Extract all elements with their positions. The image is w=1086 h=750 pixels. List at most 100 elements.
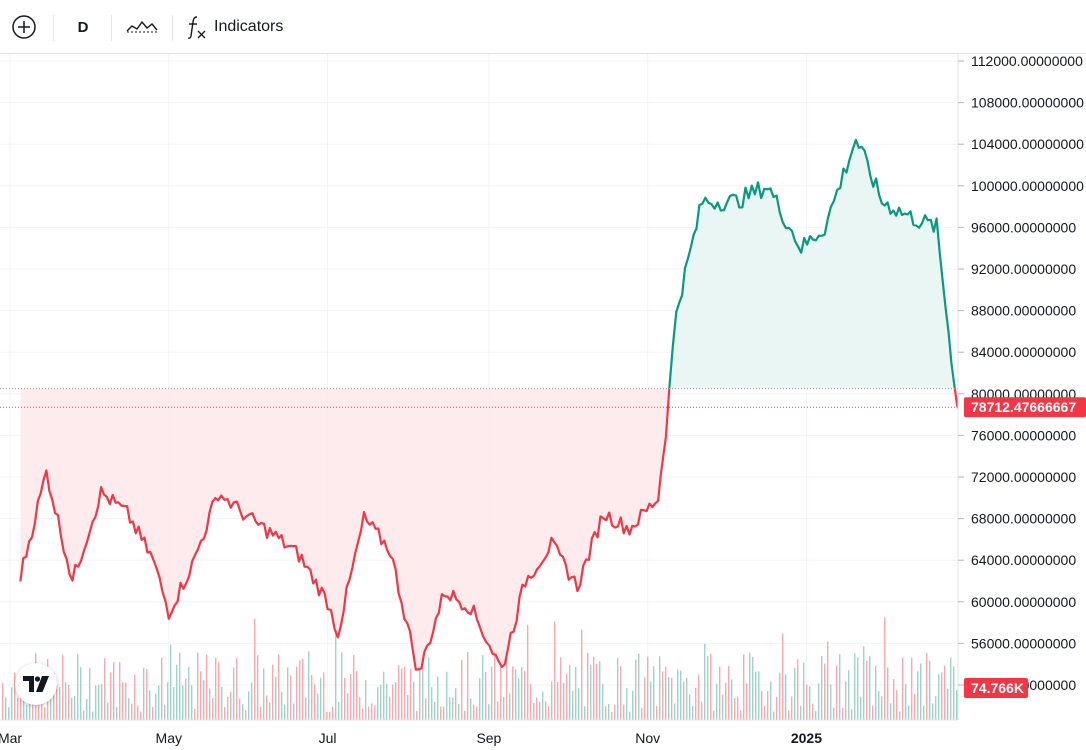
price-tick-label: 112000.00000000 bbox=[971, 54, 1083, 69]
price-chart[interactable]: 112000.00000000 108000.00000000 104000.000… bbox=[0, 54, 1086, 750]
volume-bar bbox=[896, 690, 898, 720]
volume-bar bbox=[239, 698, 241, 720]
time-tick-label: Nov bbox=[635, 730, 660, 746]
volume-bar bbox=[950, 657, 952, 720]
price-tick-label: 64000.00000000 bbox=[971, 552, 1076, 568]
volume-bar bbox=[785, 674, 787, 720]
volume-bar bbox=[689, 694, 691, 720]
volume-bar bbox=[530, 683, 532, 720]
volume-bar bbox=[179, 652, 181, 720]
volume-bar bbox=[77, 653, 79, 720]
volume-bar bbox=[638, 653, 640, 720]
price-scale[interactable]: 112000.00000000 108000.00000000 104000.000… bbox=[957, 54, 1086, 720]
volume-bar bbox=[863, 646, 865, 720]
volume-bar bbox=[437, 676, 439, 720]
area-above-baseline bbox=[669, 139, 955, 389]
volume-bar bbox=[578, 688, 580, 720]
time-scale[interactable]: Mar May Jul Sep Nov 2025 bbox=[0, 719, 958, 750]
volume-bar bbox=[605, 706, 607, 720]
volume-bar bbox=[491, 666, 493, 720]
volume-bar bbox=[743, 654, 745, 720]
volume-bar bbox=[719, 666, 721, 720]
volume-bar bbox=[371, 703, 373, 720]
volume-bar bbox=[746, 683, 748, 720]
plus-circle-icon bbox=[12, 15, 36, 39]
volume-bar bbox=[266, 695, 268, 720]
volume-bar bbox=[755, 671, 757, 720]
price-line-down bbox=[19, 388, 671, 671]
volume-bar bbox=[425, 698, 427, 720]
volume-bar bbox=[587, 652, 589, 720]
volume-bar bbox=[494, 653, 496, 720]
volume-bar bbox=[323, 672, 325, 720]
volume-bar bbox=[416, 710, 418, 720]
volume-bar bbox=[167, 682, 169, 720]
volume-bar bbox=[368, 706, 370, 720]
volume-bar bbox=[182, 685, 184, 720]
volume-bar bbox=[761, 691, 763, 720]
volume-bar bbox=[758, 671, 760, 720]
volume-bar bbox=[392, 684, 394, 720]
volume-bar bbox=[845, 681, 847, 720]
volume-bar bbox=[602, 683, 604, 720]
volume-bar bbox=[647, 656, 649, 720]
volume-bar bbox=[539, 701, 541, 720]
volume-bar bbox=[500, 664, 502, 720]
volume-bar bbox=[44, 707, 46, 720]
volume-bar bbox=[446, 671, 448, 720]
volume-bar bbox=[614, 704, 616, 720]
volume-value: 74.766K bbox=[971, 680, 1024, 696]
volume-bar bbox=[71, 697, 73, 720]
volume-bar bbox=[842, 707, 844, 720]
volume-bar bbox=[713, 711, 715, 720]
volume-bar bbox=[59, 687, 61, 720]
volume-bar bbox=[656, 706, 658, 720]
volume-bar bbox=[644, 677, 646, 720]
volume-bar bbox=[596, 664, 598, 720]
volume-bar bbox=[941, 672, 943, 720]
line-chart-style-icon bbox=[126, 20, 158, 33]
volume-bar bbox=[131, 703, 133, 720]
volume-bar bbox=[893, 679, 895, 720]
volume-bar bbox=[653, 666, 655, 720]
volume-bar bbox=[617, 657, 619, 720]
volume-bar bbox=[113, 662, 115, 720]
volume-bar bbox=[608, 703, 610, 720]
volume-bar bbox=[92, 711, 94, 720]
chart-style-button[interactable] bbox=[120, 9, 164, 45]
volume-bar bbox=[347, 693, 349, 720]
volume-bar bbox=[86, 699, 88, 720]
volume-bar bbox=[812, 703, 814, 720]
volume-bar bbox=[527, 624, 529, 720]
volume-bar bbox=[260, 706, 262, 720]
volume-bar bbox=[242, 704, 244, 720]
volume-bar bbox=[299, 660, 301, 720]
volume-bar bbox=[8, 707, 10, 720]
volume-bar bbox=[791, 696, 793, 720]
volume-bar bbox=[851, 709, 853, 720]
volume-bar bbox=[716, 683, 718, 720]
volume-bar bbox=[185, 678, 187, 720]
volume-bar bbox=[452, 697, 454, 720]
volume-bar bbox=[560, 657, 562, 720]
volume-bar bbox=[566, 673, 568, 720]
volume-bar bbox=[620, 666, 622, 720]
volume-bar bbox=[227, 696, 229, 720]
volume-bars bbox=[2, 616, 958, 720]
volume-bar bbox=[176, 664, 178, 720]
volume-bar bbox=[428, 657, 430, 720]
volume-bar bbox=[158, 685, 160, 720]
volume-bar bbox=[794, 667, 796, 720]
volume-bar bbox=[695, 687, 697, 720]
add-symbol-button[interactable] bbox=[6, 9, 42, 45]
indicators-label: Indicators bbox=[214, 18, 284, 35]
volume-bar bbox=[953, 666, 955, 720]
interval-button[interactable]: D bbox=[64, 9, 102, 45]
volume-bar bbox=[947, 688, 949, 720]
tradingview-logo[interactable] bbox=[15, 663, 57, 705]
volume-bar bbox=[146, 668, 148, 720]
volume-bar bbox=[338, 701, 340, 720]
indicators-button[interactable]: Indicators bbox=[186, 9, 306, 45]
volume-bar bbox=[611, 711, 613, 720]
volume-bar bbox=[89, 667, 91, 720]
